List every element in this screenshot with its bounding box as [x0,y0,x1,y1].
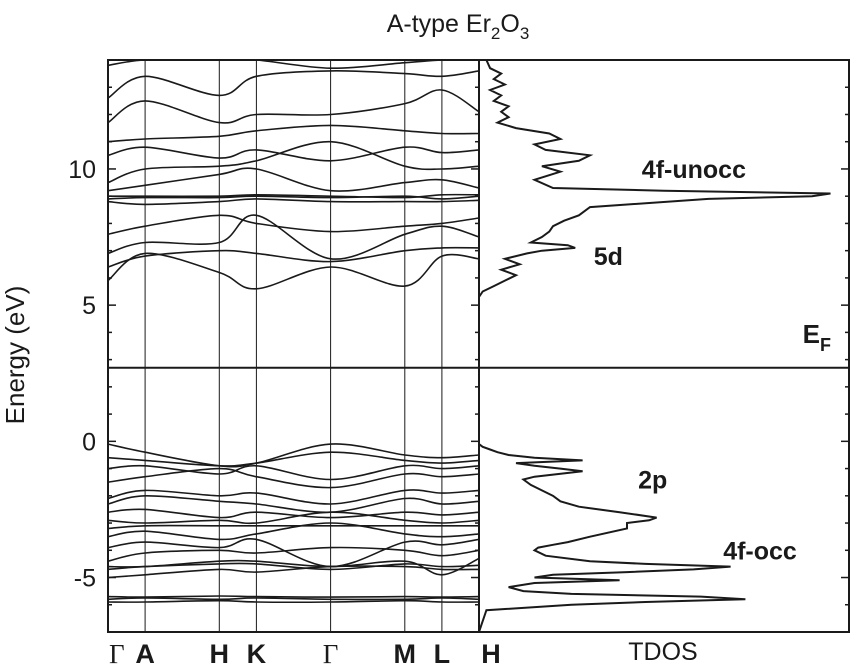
band-line [108,599,479,604]
kpoint-label: Γ [323,639,339,669]
band-line [108,451,479,467]
band-line [108,252,479,290]
band-line [108,89,479,124]
orbital-annotations: 4f-unocc 5d 2p 4f-occ [594,156,797,565]
band-line [108,443,479,468]
annotation-label: 2p [638,466,667,494]
kpoint-label: M [394,639,417,669]
band-line [108,494,479,514]
band-lines [108,60,479,604]
tdos-curve [479,60,831,632]
kpoint-label: A [135,639,155,669]
y-tick-label: 0 [82,428,96,456]
kpoint-label: K [247,639,267,669]
kpoint-label: L [434,639,451,669]
band-line [108,70,479,99]
band-line [108,193,479,199]
band-line [108,146,479,162]
kpoint-label: Γ [109,639,125,669]
band-line [108,546,479,562]
band-line [108,522,479,541]
fermi-level-label: EF [803,319,831,355]
band-panel-frame [107,59,480,633]
band-line [108,167,479,192]
y-axis-label: Energy (eV) [0,286,30,425]
band-line [108,565,479,579]
high-symmetry-lines [144,60,443,632]
band-line [108,508,479,519]
band-line [108,467,479,489]
band-line [108,214,479,260]
band-line [108,195,479,200]
band-line [108,198,479,206]
band-line [108,214,479,236]
y-tick-label: -5 [74,565,96,593]
band-line [108,597,479,601]
annotation-label: 5d [594,243,623,271]
dos-panel-frame [478,59,850,633]
annotation-label: 4f-occ [723,537,797,565]
band-line [108,140,479,184]
y-tick-label: 5 [82,292,96,320]
band-line [108,246,479,268]
y-tick-label: 10 [68,156,96,184]
band-line [108,489,479,505]
tdos-axis-label: TDOS [628,638,697,666]
band-line [108,524,479,530]
band-line [108,464,479,481]
band-line [108,595,479,598]
band-line [108,538,479,568]
kpoint-label: H [210,639,230,669]
band-line [108,511,479,525]
annotation-label: 4f-unocc [642,156,746,184]
band-line [108,557,479,576]
kpoint-label: H [481,639,501,669]
chart-title: A-type Er2O3 [387,10,530,43]
tdos-line [479,60,831,632]
band-line [108,124,479,143]
